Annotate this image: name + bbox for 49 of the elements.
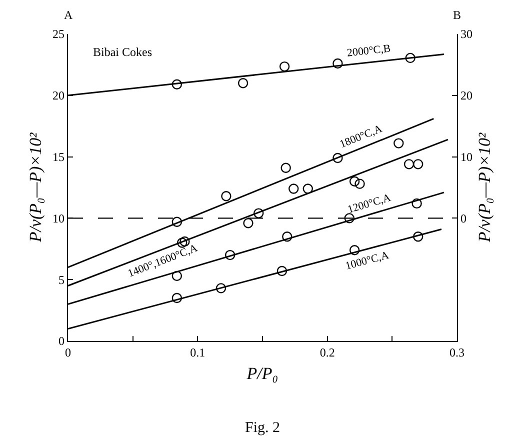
text: B [453, 8, 462, 22]
point [344, 213, 354, 224]
point [332, 152, 343, 164]
point [254, 208, 264, 218]
point [280, 162, 291, 173]
point [332, 58, 343, 69]
point [243, 218, 254, 228]
y-tick-label: 25 [52, 27, 64, 42]
x-tick-label: 0.3 [450, 346, 464, 360]
point [288, 184, 299, 194]
point [354, 178, 365, 189]
point [172, 79, 182, 90]
y-tick-label: 0 [58, 334, 64, 348]
point [394, 138, 404, 148]
point [172, 216, 182, 227]
point [221, 191, 232, 202]
text: 1000°C,A [344, 249, 390, 272]
point [172, 292, 182, 304]
y2-tick-label: 30 [460, 27, 472, 42]
point [405, 52, 416, 64]
point [413, 232, 424, 242]
point [349, 176, 360, 186]
y-tick-label: 20 [52, 88, 64, 103]
y-axis-title: P/v(P₀—P)×10² [26, 132, 46, 244]
point [412, 198, 422, 209]
y2-tick-label: 0 [460, 211, 466, 226]
point [413, 159, 424, 170]
x-axis-title: P/P₀ [246, 364, 278, 383]
y2-tick-label: 10 [460, 150, 472, 164]
text: 1200°C,A [346, 192, 392, 216]
point [238, 78, 248, 88]
x-tick-label: 0.2 [320, 346, 335, 360]
y2-axis-title: P/v(P₀—P)×10² [474, 132, 494, 244]
point [404, 159, 414, 170]
x-tick-label: 0.1 [190, 346, 206, 360]
point [279, 61, 290, 72]
point [216, 283, 226, 294]
annotation: Bibai Cokes [93, 45, 152, 59]
y2-tick-label: 20 [460, 88, 472, 103]
text: 2000°C,B [346, 42, 392, 60]
point [302, 184, 313, 194]
point [282, 232, 292, 242]
point [224, 250, 236, 260]
text: A [64, 8, 73, 22]
y-tick-label: 15 [52, 150, 64, 164]
y-tick-label: 10 [52, 211, 64, 226]
caption: Fig. 2 [245, 420, 280, 436]
point [276, 266, 288, 276]
y-tick-label: 5 [58, 272, 64, 287]
